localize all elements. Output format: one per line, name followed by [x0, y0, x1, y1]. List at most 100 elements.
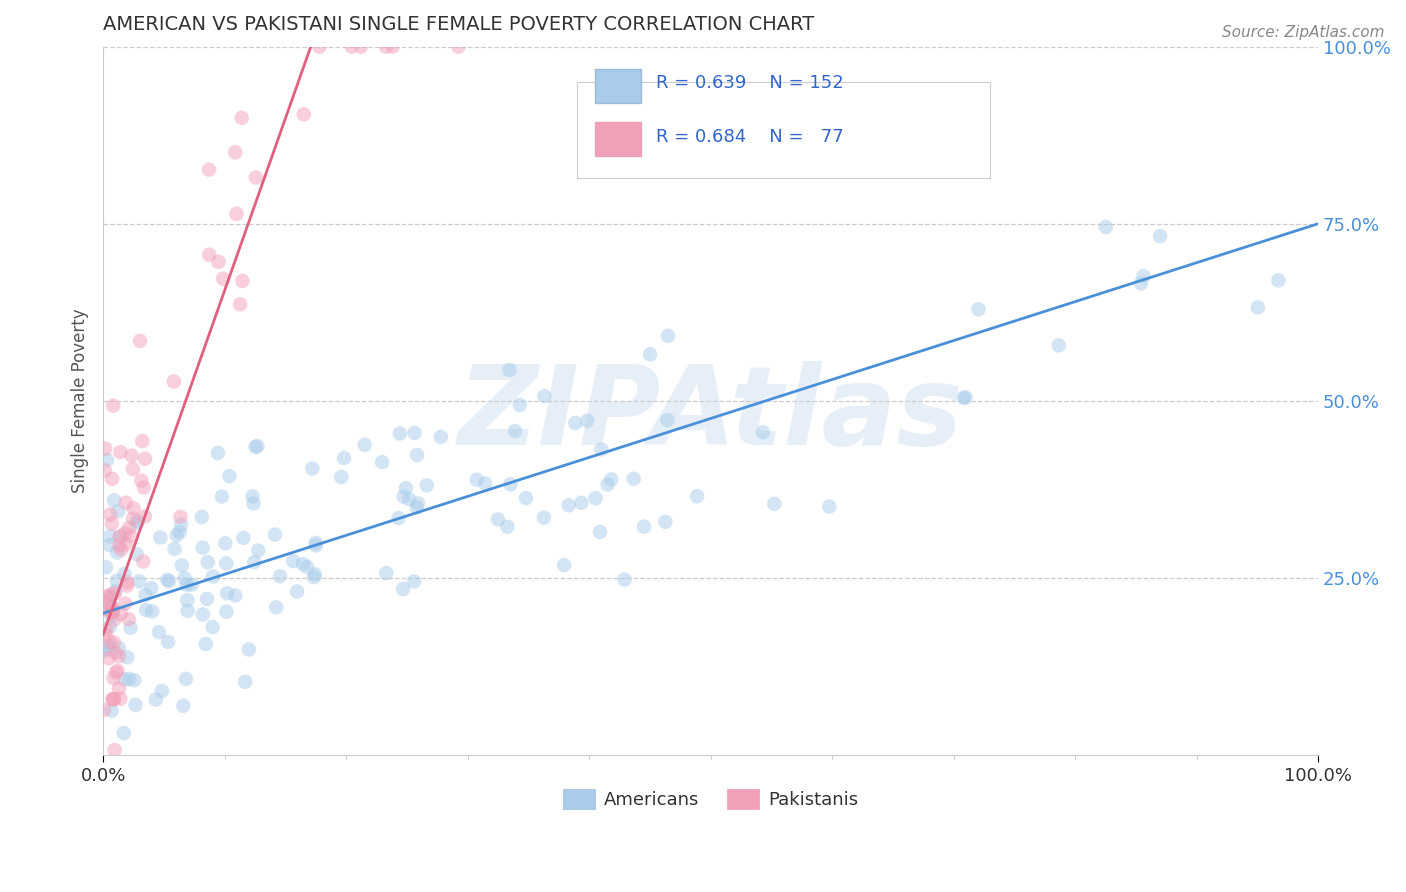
Point — [107, 504, 129, 518]
Point — [148, 625, 170, 640]
Point — [818, 500, 841, 514]
Point — [129, 334, 152, 348]
Point — [195, 591, 218, 606]
Point — [264, 527, 287, 541]
Point — [118, 612, 141, 626]
Point — [955, 391, 977, 405]
Point — [215, 586, 238, 600]
Point — [371, 455, 394, 469]
Point — [952, 391, 974, 405]
Point — [98, 538, 121, 552]
Point — [406, 496, 429, 510]
Point — [1247, 301, 1270, 315]
Point — [114, 673, 136, 687]
Point — [103, 691, 125, 706]
Point — [110, 691, 132, 706]
Point — [633, 519, 655, 533]
Point — [112, 726, 135, 740]
Point — [117, 575, 139, 590]
Point — [97, 640, 120, 654]
Point — [180, 577, 202, 591]
Point — [229, 297, 252, 311]
Point — [118, 672, 141, 686]
Point — [170, 517, 193, 532]
Point — [172, 698, 194, 713]
Point — [134, 509, 156, 524]
Point — [150, 684, 173, 698]
Point — [145, 692, 167, 706]
Point — [591, 442, 613, 457]
Point — [589, 524, 612, 539]
Point — [100, 704, 122, 718]
Point — [93, 703, 115, 717]
Point — [1132, 269, 1154, 284]
Point — [108, 539, 131, 553]
Point — [246, 439, 269, 453]
Point — [127, 514, 149, 528]
Point — [94, 442, 117, 456]
Point — [406, 448, 429, 462]
Point — [108, 529, 131, 543]
Point — [97, 651, 120, 665]
Point — [215, 605, 238, 619]
Point — [157, 635, 180, 649]
Point — [141, 605, 163, 619]
Point — [104, 584, 127, 599]
Point — [763, 497, 786, 511]
Point — [100, 609, 122, 624]
Point — [121, 449, 143, 463]
Point — [447, 39, 470, 54]
Point — [623, 472, 645, 486]
Point — [194, 637, 217, 651]
Point — [214, 536, 236, 550]
Point — [101, 516, 124, 531]
Point — [212, 272, 235, 286]
Point — [100, 588, 122, 602]
Point — [245, 170, 267, 185]
Point — [576, 414, 599, 428]
Point — [238, 642, 260, 657]
Point — [110, 607, 132, 621]
Point — [108, 649, 131, 664]
Point — [330, 470, 353, 484]
Point — [103, 399, 125, 413]
Point — [98, 508, 121, 522]
Point — [404, 425, 426, 440]
Point — [465, 473, 488, 487]
Point — [96, 594, 118, 608]
Point — [96, 453, 118, 467]
Point — [686, 489, 709, 503]
Point — [100, 600, 122, 615]
Point — [120, 621, 142, 635]
Point — [1095, 220, 1118, 235]
Point — [156, 573, 179, 587]
Point — [93, 643, 115, 657]
Point — [231, 274, 253, 288]
Point — [98, 599, 121, 614]
Point — [515, 491, 537, 505]
Point — [125, 516, 148, 531]
Point — [101, 472, 124, 486]
Point — [600, 472, 623, 486]
Point — [114, 597, 136, 611]
Point — [533, 389, 555, 403]
Point — [215, 557, 238, 571]
Point — [405, 500, 427, 515]
Point — [191, 510, 214, 524]
Point — [104, 586, 127, 600]
Point — [101, 692, 124, 706]
Point — [613, 573, 636, 587]
Point — [96, 589, 118, 603]
Point — [231, 111, 253, 125]
Point — [191, 541, 214, 555]
Point — [124, 698, 146, 712]
Point — [98, 619, 121, 633]
Point — [1047, 338, 1070, 352]
Point — [128, 574, 150, 589]
Point — [115, 496, 138, 510]
Point — [173, 571, 195, 585]
Point — [388, 426, 411, 441]
Point — [503, 424, 526, 438]
Point — [131, 434, 153, 448]
Point — [301, 461, 323, 475]
